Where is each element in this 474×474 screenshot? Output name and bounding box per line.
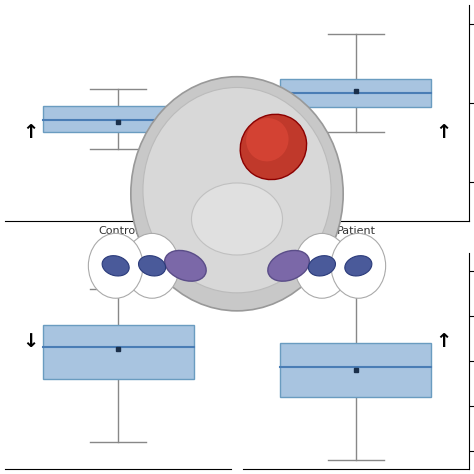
- FancyBboxPatch shape: [43, 106, 193, 132]
- Circle shape: [88, 233, 143, 298]
- Text: ↓: ↓: [23, 332, 39, 351]
- Ellipse shape: [246, 118, 289, 161]
- FancyBboxPatch shape: [281, 79, 431, 107]
- Ellipse shape: [164, 250, 206, 281]
- Circle shape: [231, 100, 322, 208]
- Circle shape: [125, 233, 179, 298]
- FancyBboxPatch shape: [281, 343, 431, 397]
- Polygon shape: [304, 248, 334, 284]
- FancyBboxPatch shape: [43, 325, 193, 379]
- Polygon shape: [140, 248, 170, 284]
- Ellipse shape: [240, 114, 307, 180]
- Ellipse shape: [131, 77, 343, 311]
- Ellipse shape: [191, 183, 283, 255]
- Text: ↑: ↑: [435, 123, 451, 142]
- Ellipse shape: [345, 255, 372, 276]
- Ellipse shape: [102, 255, 129, 276]
- Text: ↑: ↑: [23, 123, 39, 142]
- Circle shape: [295, 233, 349, 298]
- Circle shape: [331, 233, 386, 298]
- Ellipse shape: [309, 255, 336, 276]
- Ellipse shape: [138, 255, 165, 276]
- Ellipse shape: [143, 88, 331, 293]
- Ellipse shape: [268, 250, 310, 281]
- Text: ↑: ↑: [435, 332, 451, 351]
